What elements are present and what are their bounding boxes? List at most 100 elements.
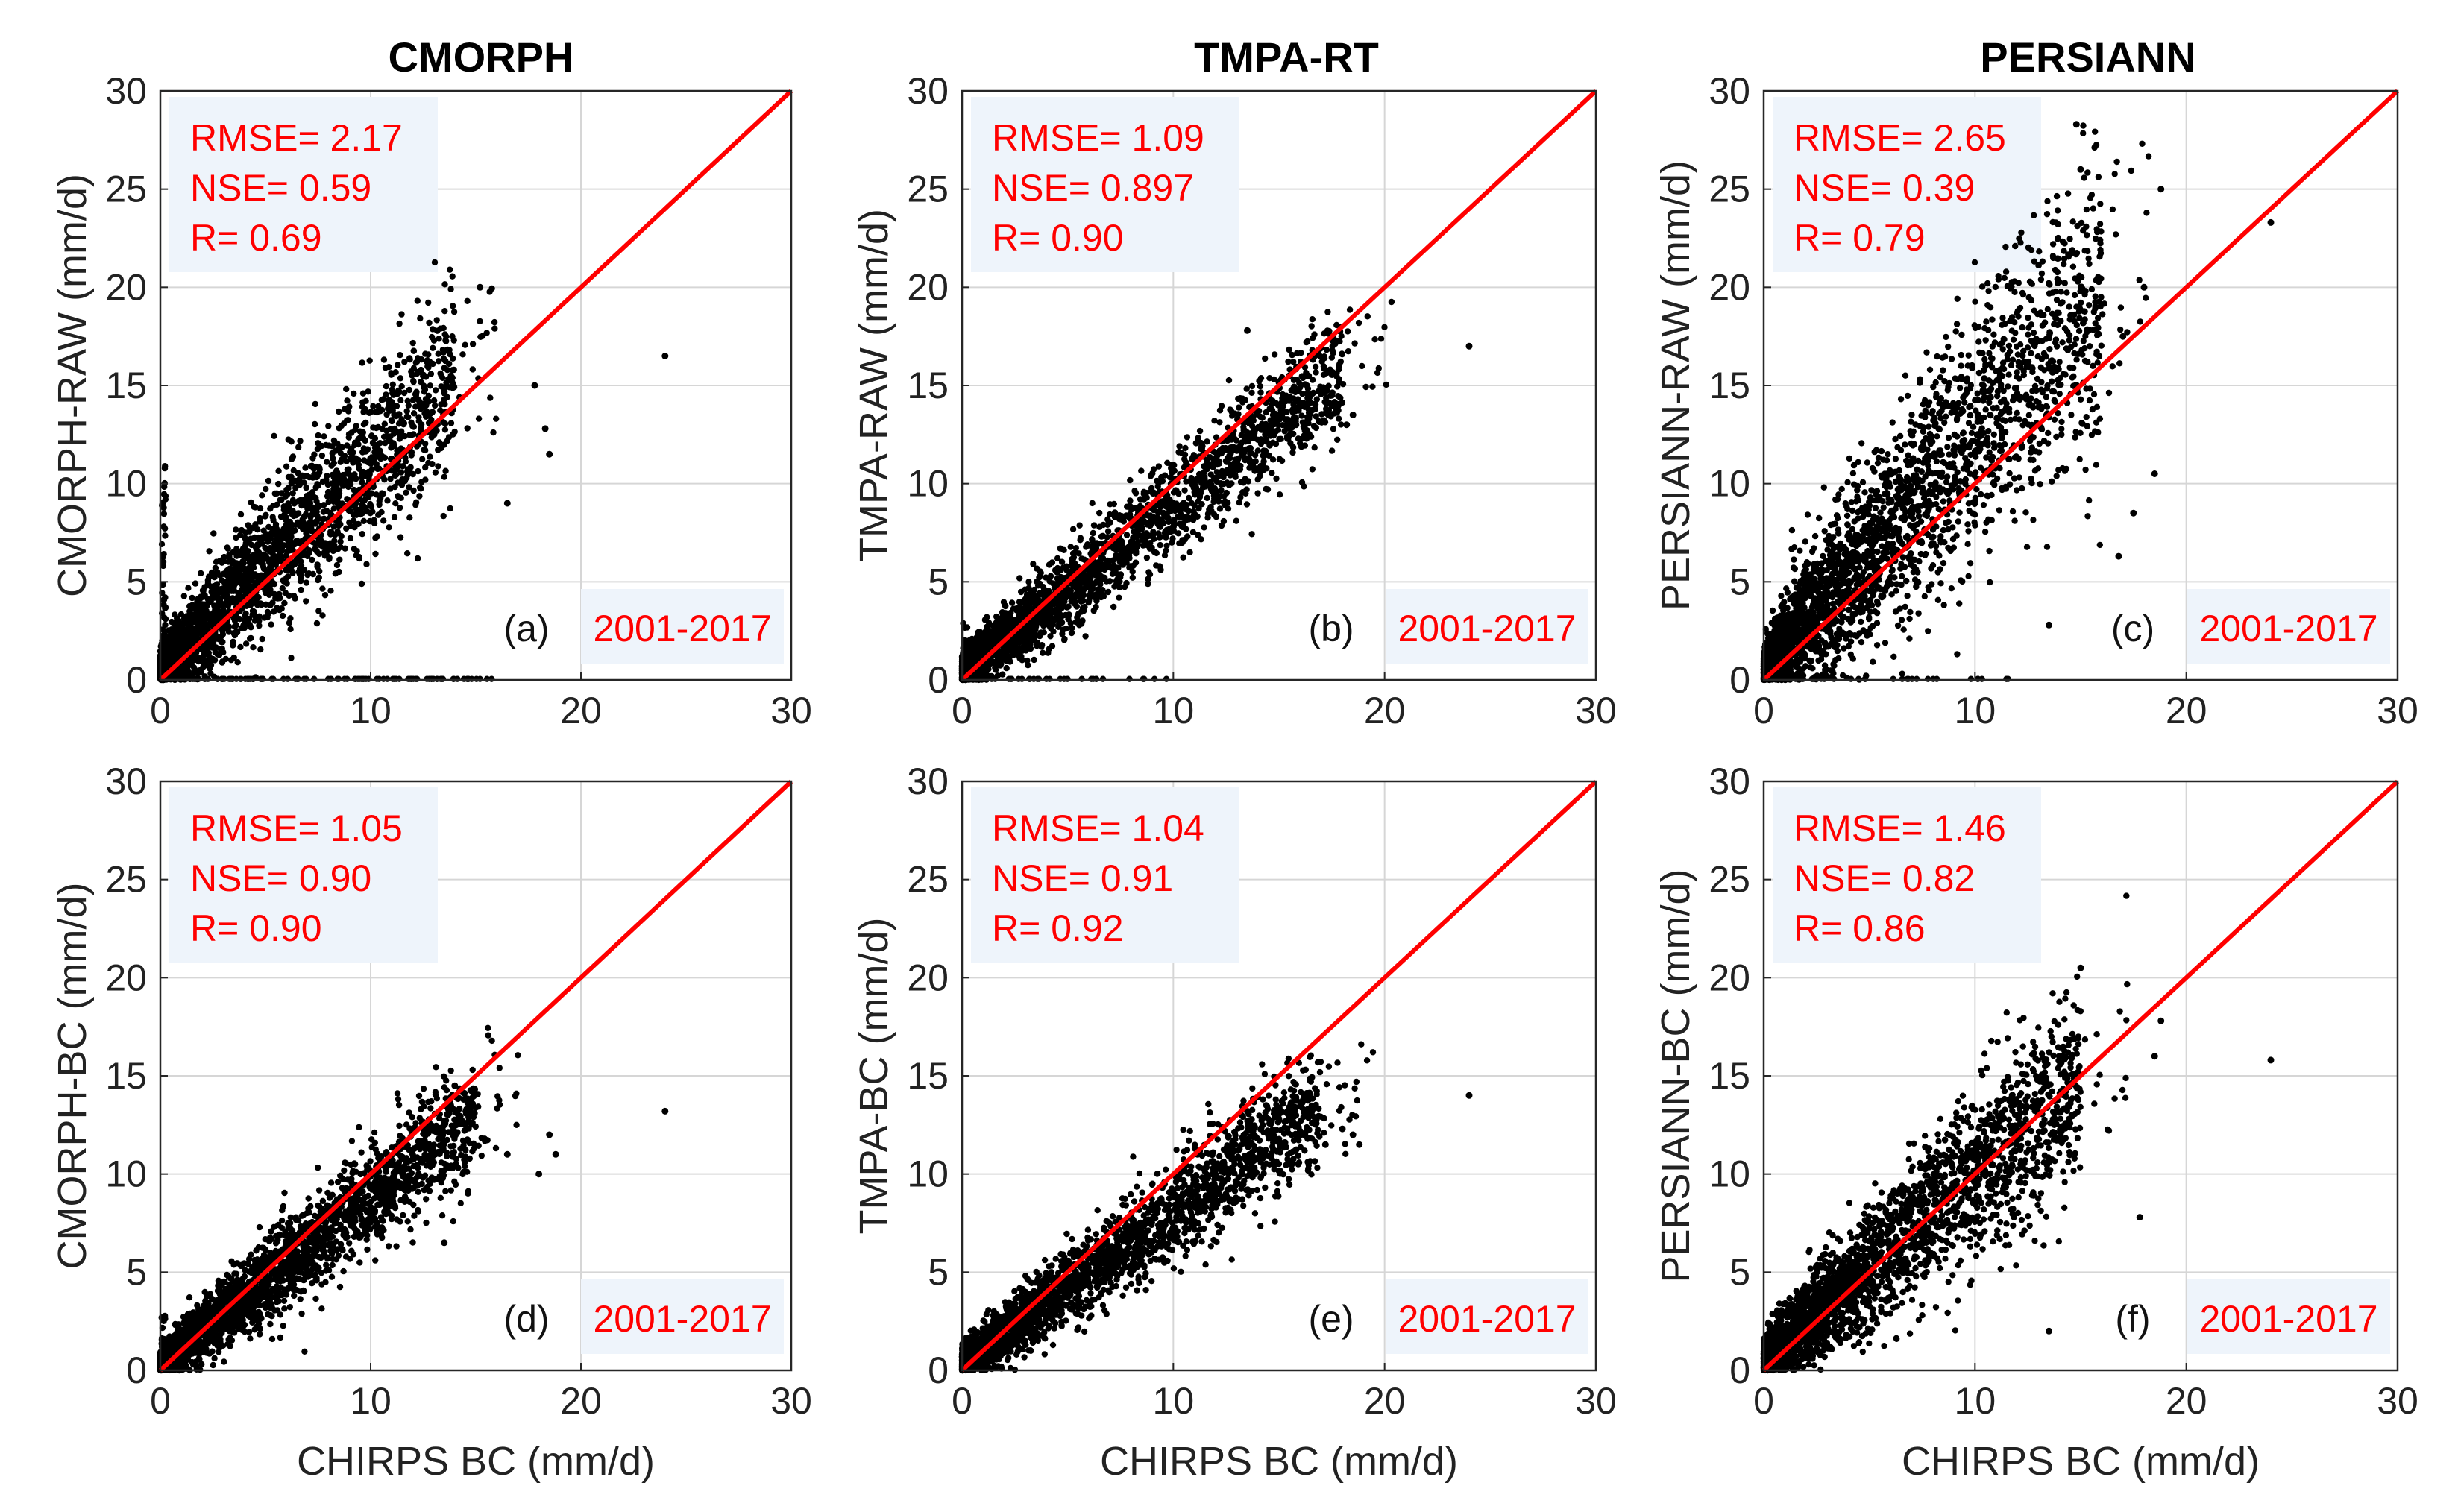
scatter-point [410, 347, 418, 354]
scatter-point [404, 550, 411, 557]
scatter-point [1242, 397, 1249, 403]
scatter-point [1067, 544, 1075, 550]
scatter-point [370, 424, 377, 431]
scatter-point [415, 414, 422, 420]
scatter-point [292, 595, 298, 602]
scatter-point [186, 608, 193, 615]
scatter-point [248, 535, 254, 542]
scatter-point [469, 366, 476, 373]
scatter-point [318, 452, 326, 459]
scatter-point [190, 626, 197, 632]
scatter-point [257, 505, 264, 512]
scatter-point [295, 519, 301, 526]
scatter-point [284, 675, 292, 682]
scatter-point [160, 551, 167, 558]
scatter-point [1120, 514, 1127, 522]
scatter-point [236, 568, 242, 575]
scatter-point [1271, 376, 1277, 383]
scatter-point [346, 519, 353, 526]
scatter-point [1306, 413, 1313, 420]
scatter-point [435, 447, 441, 453]
scatter-point [1312, 401, 1319, 408]
scatter-point [314, 481, 321, 488]
scatter-point [441, 331, 448, 338]
scatter-point [198, 601, 206, 608]
scatter-point [398, 383, 405, 390]
scatter-point [441, 365, 447, 371]
scatter-point [1082, 633, 1089, 640]
scatter-point [405, 402, 412, 409]
scatter-point [356, 553, 362, 561]
scatter-point [442, 337, 449, 344]
scatter-point [397, 375, 404, 382]
scatter-point [1191, 511, 1198, 517]
scatter-point [366, 357, 373, 364]
scatter-point [377, 408, 384, 415]
scatter-point [450, 431, 456, 438]
scatter-point [268, 621, 274, 628]
scatter-point [430, 344, 436, 351]
scatter-point [170, 619, 177, 626]
scatter-point [214, 675, 221, 682]
scatter-point [410, 423, 417, 430]
scatter-point [401, 359, 408, 365]
scatter-point [437, 370, 444, 377]
scatter-point [388, 371, 395, 378]
scatter-point [1246, 464, 1253, 471]
scatter-point [449, 333, 456, 340]
scatter-point [412, 499, 420, 505]
scatter-point [377, 494, 384, 501]
scatter-point [1201, 524, 1207, 531]
scatter-point [1157, 541, 1163, 549]
scatter-point [398, 311, 405, 318]
scatter-point [397, 534, 404, 541]
scatter-point [1303, 338, 1310, 346]
scatter-point [324, 481, 331, 488]
scatter-point [276, 537, 283, 544]
scatter-point [359, 501, 365, 508]
scatter-point [1104, 588, 1112, 596]
scatter-point [248, 575, 256, 582]
scatter-point [1196, 494, 1204, 500]
scatter-point [345, 483, 352, 491]
scatter-point [316, 567, 323, 575]
scatter-point [283, 529, 290, 536]
scatter-point [186, 675, 194, 682]
scatter-point [433, 317, 440, 324]
scatter-point [1166, 474, 1174, 481]
scatter-point [435, 463, 441, 470]
scatter-point [1176, 443, 1183, 450]
scatter-point [1147, 473, 1154, 479]
scatter-outlier-point [477, 283, 484, 291]
scatter-point [330, 455, 336, 462]
scatter-point [431, 259, 439, 266]
scatter-point [430, 326, 436, 333]
scatter-outlier-point [546, 450, 553, 458]
scatter-point [419, 456, 426, 462]
scatter-point [250, 599, 257, 606]
scatter-point [1060, 564, 1067, 571]
scatter-point [246, 528, 253, 535]
scatter-point [431, 402, 439, 409]
scatter-point [439, 347, 446, 353]
scatter-point [362, 397, 369, 404]
scatter-point [359, 359, 365, 366]
scatter-point [352, 455, 359, 462]
scatter-point [1351, 340, 1358, 347]
scatter-point [257, 646, 264, 653]
stats-box [169, 97, 438, 272]
scatter-point [1096, 509, 1103, 517]
scatter-point [301, 479, 307, 486]
scatter-point [395, 362, 401, 368]
scatter-point [1104, 528, 1112, 535]
scatter-point [428, 434, 435, 441]
scatter-point [402, 458, 409, 465]
scatter-point [256, 622, 263, 629]
scatter-point [219, 602, 226, 608]
scatter-point [312, 400, 318, 408]
scatter-point [227, 657, 235, 664]
scatter-point [1132, 490, 1140, 497]
scatter-point [429, 461, 436, 467]
scatter-point [242, 640, 250, 647]
